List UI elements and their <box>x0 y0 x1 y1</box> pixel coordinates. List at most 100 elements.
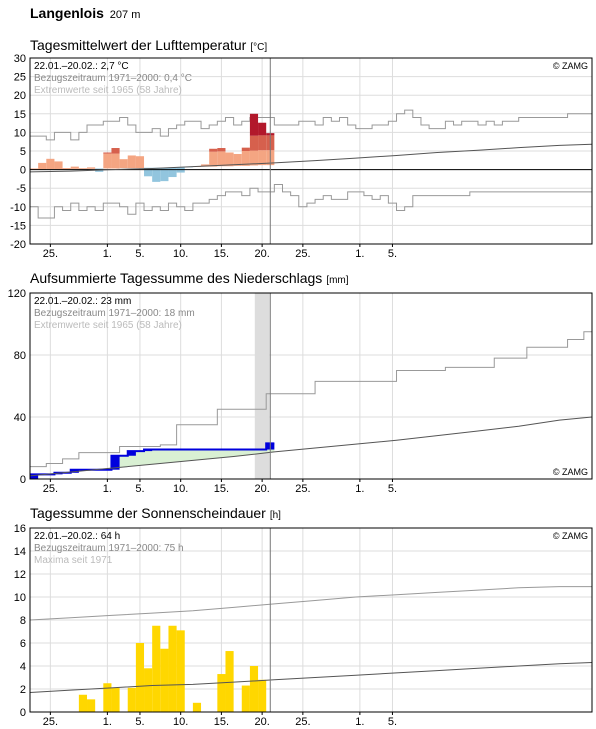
temperature-bar-warm <box>62 168 71 170</box>
temperature-bar-cold <box>144 167 153 177</box>
temperature-bar-warm <box>217 151 226 167</box>
sunshine-bar <box>192 702 202 712</box>
temperature-bar-warm <box>38 162 47 170</box>
sunshine-bar <box>127 687 136 712</box>
sunshine-bar <box>111 687 120 712</box>
temperature-bar-warm <box>78 168 88 169</box>
series-min-envelope <box>30 183 592 219</box>
temperature-bar-warm <box>135 156 145 169</box>
temperature-bar-warm <box>258 150 267 166</box>
precipitation-increment <box>111 455 120 470</box>
chart-panel-1: Tagesmittelwert der Lufttemperatur [°C] 30… <box>10 37 593 260</box>
x-tick-label: 15. <box>214 248 229 260</box>
temperature-bar-warm <box>46 158 55 170</box>
series-max-envelope <box>29 586 592 621</box>
temperature-bar-hot <box>249 113 259 136</box>
x-tick-label: 5. <box>388 248 397 260</box>
plot-frame <box>29 292 593 480</box>
y-tick-label: 14 <box>14 546 26 558</box>
x-tick-label: 5. <box>135 483 144 495</box>
sunshine-bar <box>103 683 112 712</box>
temperature-bar-hot <box>258 122 267 136</box>
x-tick-label: 25. <box>43 483 58 495</box>
temperature-bar-cold <box>152 167 161 182</box>
y-tick-label: 16 <box>14 523 26 535</box>
x-tick-label: 20. <box>254 248 269 260</box>
sunshine-bar <box>152 625 161 712</box>
x-tick-label: 1. <box>103 716 112 728</box>
x-tick-label: 25. <box>43 716 58 728</box>
sunshine-bar <box>249 666 259 712</box>
station-elevation: 207 m <box>109 9 141 21</box>
x-tick-label: 25. <box>295 248 310 260</box>
y-tick-label: 120 <box>8 288 26 300</box>
plot-frame <box>29 57 593 245</box>
copyright-label: © ZAMG <box>553 467 588 477</box>
x-tick-label: 1. <box>103 248 112 260</box>
chart-unit: [h] <box>270 510 281 521</box>
x-tick-label: 10. <box>173 248 188 260</box>
info-line-2: Bezugszeitraum 1971–2000: 75 h <box>34 543 184 554</box>
chart-unit: [mm] <box>326 275 348 286</box>
sunshine-bar <box>176 630 185 712</box>
y-tick-label: 30 <box>14 53 26 65</box>
temperature-bar-warmer <box>258 135 267 151</box>
temperature-bar-warm <box>209 151 218 167</box>
plot-frame <box>29 527 593 713</box>
temperature-bar-warmer <box>103 152 112 154</box>
chart-panel-3: Tagessumme der Sonnenscheindauer [h] 16 14 1… <box>14 505 593 728</box>
y-tick-label: 6 <box>20 638 26 650</box>
temperature-bar-warmer <box>249 135 259 151</box>
temperature-bar-warm <box>87 167 96 169</box>
series-climatology <box>29 662 593 693</box>
copyright-label: © ZAMG <box>553 61 588 71</box>
info-line-3: Extremwerte seit 1965 (58 Jahre) <box>34 320 182 331</box>
chart-unit: [°C] <box>250 42 267 53</box>
temperature-bar-warm <box>103 153 112 169</box>
temperature-bar-cold <box>168 167 177 178</box>
y-tick-label: 0 <box>20 707 26 719</box>
temperature-bar-warm <box>233 153 242 166</box>
temperature-bar-warm <box>54 161 63 170</box>
temperature-bar-warmer <box>111 148 120 154</box>
temperature-bar-warmer <box>209 148 218 152</box>
sunshine-bar <box>258 679 267 712</box>
y-tick-label: 20 <box>14 90 26 102</box>
temperature-bar-warm <box>201 164 210 167</box>
temperature-bar-warm <box>127 155 136 169</box>
y-tick-label: -5 <box>16 183 26 195</box>
info-line-1: 22.01.–20.02.: 2,7 °C <box>34 61 129 72</box>
highlight-column <box>254 293 270 479</box>
x-tick-label: 25. <box>43 248 58 260</box>
y-tick-label: -20 <box>10 239 26 251</box>
page-header: Langenlois 207 m <box>30 5 140 21</box>
y-tick-label: 8 <box>20 615 26 627</box>
x-tick-label: 10. <box>173 716 188 728</box>
x-tick-label: 10. <box>173 483 188 495</box>
sunshine-bar <box>160 648 169 712</box>
temperature-bar-warmer <box>217 148 226 152</box>
sunshine-bar <box>225 651 234 712</box>
y-tick-label: 2 <box>20 684 26 696</box>
y-tick-label: 40 <box>14 412 26 424</box>
temperature-bar-warm <box>225 152 234 167</box>
precipitation-surplus-fill <box>30 443 275 476</box>
y-tick-label: 80 <box>14 350 26 362</box>
series-precipitation-cumulative <box>30 442 275 476</box>
y-tick-label: 5 <box>20 146 26 158</box>
sunshine-bar <box>168 625 177 712</box>
x-tick-label: 1. <box>355 716 364 728</box>
temperature-bar-warm <box>70 166 79 169</box>
info-line-2: Bezugszeitraum 1971–2000: 0,4 °C <box>34 73 192 84</box>
x-tick-label: 1. <box>355 483 364 495</box>
x-tick-label: 15. <box>214 716 229 728</box>
temperature-bar-warm <box>241 151 250 166</box>
y-tick-label: 0 <box>20 165 26 177</box>
temperature-bar-warm <box>119 159 128 169</box>
info-line-3: Extremwerte seit 1965 (58 Jahre) <box>34 85 182 96</box>
station-name: Langenlois <box>30 5 104 21</box>
chart-panel-2: Aufsummierte Tagessumme des Niederschlag… <box>8 270 593 495</box>
x-tick-label: 15. <box>214 483 229 495</box>
x-tick-label: 25. <box>295 483 310 495</box>
series-max-envelope <box>30 109 592 141</box>
